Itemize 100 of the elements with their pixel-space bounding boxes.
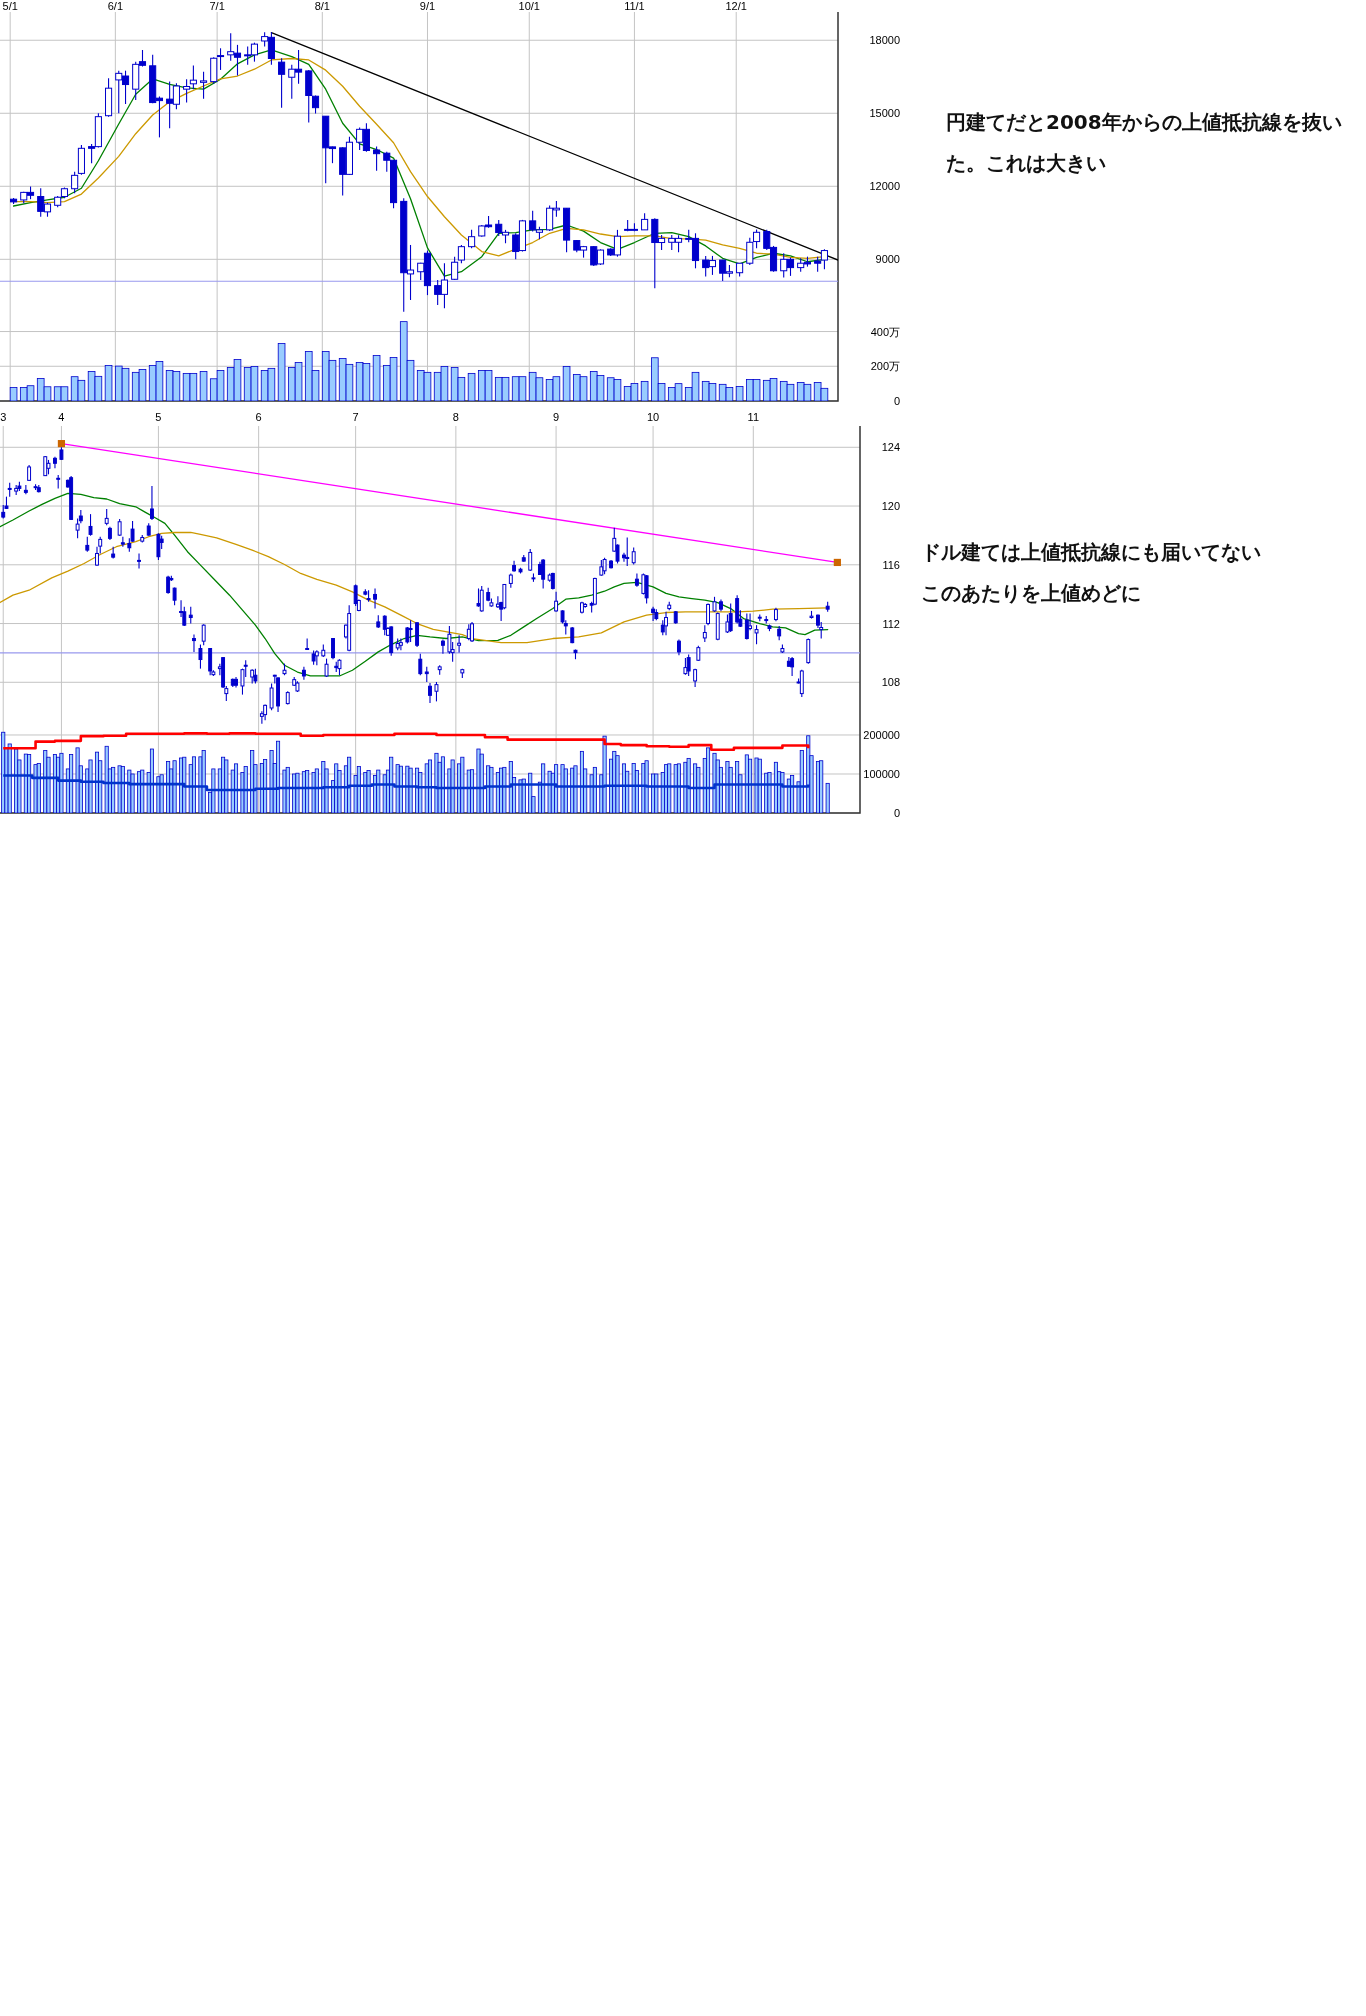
candlestick <box>746 237 754 266</box>
bar <box>790 775 795 813</box>
x-tick-label: 5 <box>155 411 162 423</box>
bar <box>799 750 804 813</box>
candlestick <box>468 229 476 249</box>
bar <box>314 768 319 813</box>
bar <box>562 366 571 401</box>
x-tick-label: 9/1 <box>419 0 436 12</box>
bar <box>450 759 455 813</box>
candlestick <box>88 513 93 537</box>
candlestick <box>634 572 639 588</box>
candlestick <box>754 624 759 645</box>
candlestick <box>200 71 208 100</box>
bar <box>631 763 636 813</box>
bar <box>398 765 403 813</box>
candlestick <box>353 583 358 607</box>
bar <box>263 759 268 813</box>
candlestick <box>216 47 225 71</box>
x-tick-label: 5/1 <box>2 0 18 12</box>
candlestick <box>75 517 80 539</box>
bar <box>243 766 248 813</box>
bar <box>427 759 433 813</box>
x-tick-label: 10 <box>646 411 660 423</box>
candlestick <box>457 244 465 264</box>
candlestick <box>625 536 630 567</box>
x-tick-label: 8/1 <box>314 0 330 12</box>
candlestick <box>440 639 445 655</box>
candlestick <box>71 171 79 194</box>
y-tick-label: 108 <box>881 676 900 689</box>
bar <box>27 754 32 813</box>
candlestick <box>373 587 377 610</box>
candlestick <box>311 94 320 115</box>
bar <box>130 773 135 813</box>
bar <box>36 763 41 813</box>
bar <box>467 372 476 401</box>
candlestick <box>434 681 439 702</box>
candlestick <box>479 585 484 613</box>
candlestick <box>278 57 286 109</box>
candlestick <box>373 146 381 172</box>
bar <box>389 756 394 813</box>
bar <box>748 758 753 813</box>
bar <box>640 380 649 401</box>
bar <box>563 768 568 813</box>
x-tick-label: 6 <box>255 411 262 423</box>
candlestick <box>744 613 749 641</box>
y2-tick-label: 200万 <box>870 360 900 373</box>
bar <box>234 763 239 813</box>
y-tick-label: 112 <box>882 617 900 630</box>
candlestick <box>305 637 310 651</box>
x-tick-label: 12/1 <box>725 0 747 12</box>
bar <box>395 764 400 813</box>
bar <box>9 387 18 401</box>
candlestick <box>418 653 423 676</box>
x-tick-label: 3 <box>0 411 7 423</box>
bar <box>104 745 109 813</box>
bar <box>754 757 759 813</box>
bar <box>825 782 830 813</box>
bar <box>347 756 352 813</box>
bar <box>69 754 74 813</box>
bar <box>211 768 216 813</box>
bar <box>111 766 116 813</box>
bar <box>757 758 762 813</box>
y2-tick-label: 0 <box>893 395 900 407</box>
line-series <box>0 492 829 677</box>
x-tick-label: 11/1 <box>624 0 645 12</box>
bar <box>554 764 559 813</box>
bar <box>201 750 206 813</box>
candlestick <box>95 546 99 567</box>
bar <box>592 766 597 813</box>
bar <box>59 752 64 813</box>
candlestick <box>554 591 559 613</box>
y-tick-label: 124 <box>881 441 900 454</box>
bar <box>372 355 381 401</box>
bar <box>191 756 196 813</box>
bar <box>440 756 445 813</box>
y-tick-label: 9000 <box>875 253 900 266</box>
bar <box>686 757 691 813</box>
candlestick <box>150 485 154 521</box>
candlestick <box>201 623 206 646</box>
candlestick <box>23 484 28 495</box>
text: このあたりを上値めどに <box>921 580 1142 607</box>
x-tick-label: 11 <box>747 411 760 423</box>
x-tick-label: 6/1 <box>107 0 123 12</box>
bar <box>88 759 93 813</box>
bar <box>104 365 113 401</box>
bar <box>7 743 12 813</box>
text: ドル建ては上値抵抗線にも届いてない <box>921 539 1262 566</box>
x-tick-label: 7 <box>352 411 359 423</box>
candlestick <box>210 56 218 85</box>
bar <box>356 766 361 813</box>
candlestick <box>502 583 507 610</box>
y-tick-label: 15000 <box>869 107 900 120</box>
bar <box>172 760 177 813</box>
y-tick-label: 116 <box>882 558 900 571</box>
candlestick <box>806 637 811 665</box>
text: 円建てだと2008年からの上値抵抗線を抜いた。これは大きい <box>946 109 1343 177</box>
bar <box>117 765 122 813</box>
x-tick-label: 9 <box>553 411 560 423</box>
y-tick-label: 120 <box>881 500 900 513</box>
y-tick-label: 12000 <box>869 180 900 193</box>
